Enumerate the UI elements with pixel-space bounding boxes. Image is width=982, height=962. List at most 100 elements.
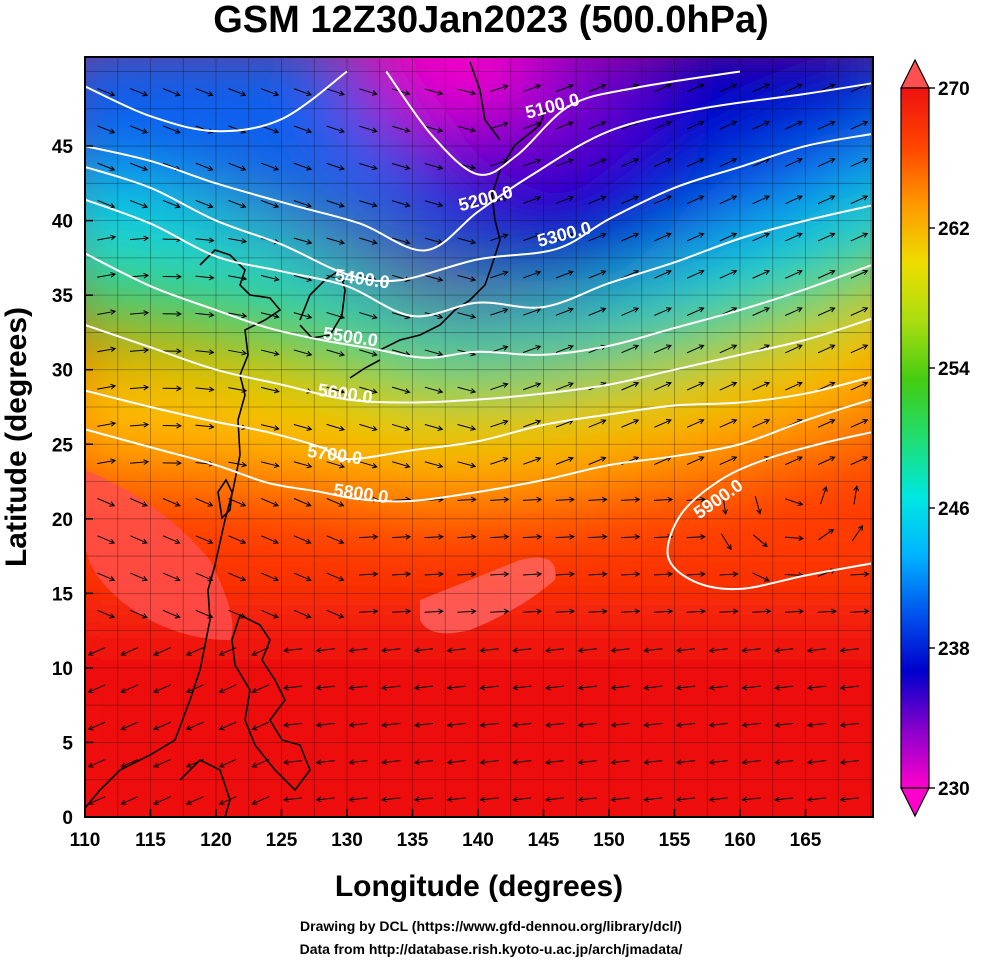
wind-vector-head bbox=[862, 344, 869, 350]
wind-vector-head bbox=[338, 613, 345, 619]
wind-vector-head bbox=[207, 91, 214, 97]
y-tick-label: 15 bbox=[52, 584, 74, 605]
wind-vector-head bbox=[208, 349, 215, 355]
wind-vector bbox=[588, 270, 606, 279]
wind-vector bbox=[686, 83, 704, 93]
wind-vector-head bbox=[413, 722, 420, 728]
wind-vector-head bbox=[470, 388, 477, 394]
wind-vector bbox=[293, 535, 311, 544]
wind-vector bbox=[709, 797, 728, 801]
wind-vector-head bbox=[796, 307, 803, 313]
wind-vector bbox=[293, 200, 312, 208]
wind-vector bbox=[97, 459, 116, 465]
x-tick-label: 120 bbox=[200, 830, 232, 851]
wind-vector-head bbox=[218, 650, 225, 656]
wind-vector-head bbox=[437, 388, 444, 394]
wind-vector bbox=[293, 572, 311, 581]
wind-vector bbox=[807, 760, 827, 764]
wind-vector bbox=[447, 648, 466, 652]
wind-vector-head bbox=[404, 164, 411, 171]
wind-vector-head bbox=[731, 418, 738, 425]
wind-vector-head bbox=[218, 799, 225, 805]
wind-vector-head bbox=[109, 501, 116, 507]
wind-vector-head bbox=[567, 307, 574, 313]
contour-line bbox=[85, 318, 872, 404]
y-tick-label: 25 bbox=[52, 435, 74, 456]
wind-vector bbox=[653, 573, 673, 576]
wind-vector bbox=[545, 648, 565, 652]
wind-vector bbox=[424, 573, 443, 576]
wind-vector-head bbox=[240, 575, 247, 582]
wind-vector bbox=[447, 685, 466, 689]
wind-vector-head bbox=[774, 722, 781, 728]
wind-vector bbox=[162, 572, 180, 581]
wind-vector-head bbox=[853, 485, 859, 492]
colorbar: 270 262 254 246 238 230 bbox=[900, 58, 970, 818]
wind-vector-head bbox=[569, 571, 575, 577]
wind-vector bbox=[195, 350, 214, 354]
wind-vector-head bbox=[153, 762, 160, 768]
wind-vector-head bbox=[535, 158, 542, 165]
wind-vector bbox=[97, 199, 115, 208]
wind-vector-head bbox=[806, 759, 813, 765]
wind-vector bbox=[752, 233, 770, 242]
wind-vector-head bbox=[404, 388, 411, 394]
wind-vector-head bbox=[700, 608, 706, 615]
wind-vector-head bbox=[569, 608, 575, 615]
wind-vector bbox=[97, 609, 115, 618]
colorbar-bottom-arrow bbox=[900, 787, 930, 818]
wind-vector bbox=[129, 349, 149, 352]
wind-vector-head bbox=[273, 165, 280, 171]
wind-vector bbox=[785, 270, 803, 279]
wind-vector-head bbox=[381, 796, 388, 803]
wind-vector bbox=[293, 349, 312, 356]
wind-vector-head bbox=[708, 647, 715, 654]
wind-vector bbox=[283, 648, 303, 652]
wind-vector-head bbox=[251, 762, 258, 768]
coast-korea bbox=[299, 268, 346, 339]
wind-vector bbox=[654, 344, 672, 354]
wind-vector bbox=[283, 685, 303, 689]
wind-vector bbox=[261, 125, 279, 133]
geopotential-contours: 5100.05200.05300.05400.05500.05600.05700… bbox=[85, 70, 872, 591]
wind-vector-head bbox=[109, 575, 116, 582]
wind-vector bbox=[522, 610, 542, 613]
wind-vector bbox=[129, 237, 149, 241]
temperature-field: 5100.05200.05300.05400.05500.05600.05700… bbox=[85, 57, 873, 817]
wind-vector-head bbox=[544, 684, 551, 691]
wind-vector bbox=[722, 495, 727, 515]
wind-vector bbox=[686, 382, 704, 391]
wind-vector-head bbox=[731, 381, 738, 387]
wind-vector-head bbox=[502, 270, 509, 277]
wind-vector-head bbox=[667, 496, 674, 503]
wind-vector bbox=[850, 195, 868, 205]
warm-patches bbox=[85, 470, 556, 640]
wind-vector bbox=[719, 121, 737, 130]
wind-vector bbox=[775, 685, 794, 689]
wind-vector bbox=[611, 797, 630, 801]
wind-vector-head bbox=[774, 684, 781, 691]
wind-vector bbox=[88, 721, 106, 730]
wind-vector bbox=[326, 423, 345, 431]
wind-vector-head bbox=[240, 91, 247, 97]
wind-vector bbox=[588, 158, 606, 167]
wind-vector-head bbox=[708, 722, 715, 728]
wind-vector-head bbox=[339, 239, 346, 245]
wind-vector-head bbox=[176, 273, 182, 280]
wind-vector-head bbox=[372, 534, 379, 540]
wind-vector-head bbox=[708, 759, 715, 765]
wind-vector-head bbox=[535, 233, 542, 239]
wind-vector bbox=[129, 461, 149, 464]
coast-china bbox=[85, 249, 282, 809]
wind-vector-head bbox=[536, 571, 543, 577]
wind-vector bbox=[195, 238, 214, 242]
wind-vector-head bbox=[470, 276, 477, 282]
grid bbox=[85, 57, 873, 817]
wind-vector bbox=[293, 162, 312, 170]
wind-vector-head bbox=[141, 613, 148, 619]
wind-vector bbox=[414, 685, 434, 689]
wind-vector bbox=[775, 648, 794, 652]
wind-vector-head bbox=[338, 90, 345, 96]
wind-vector-head bbox=[437, 201, 444, 208]
wind-vector bbox=[359, 536, 378, 539]
